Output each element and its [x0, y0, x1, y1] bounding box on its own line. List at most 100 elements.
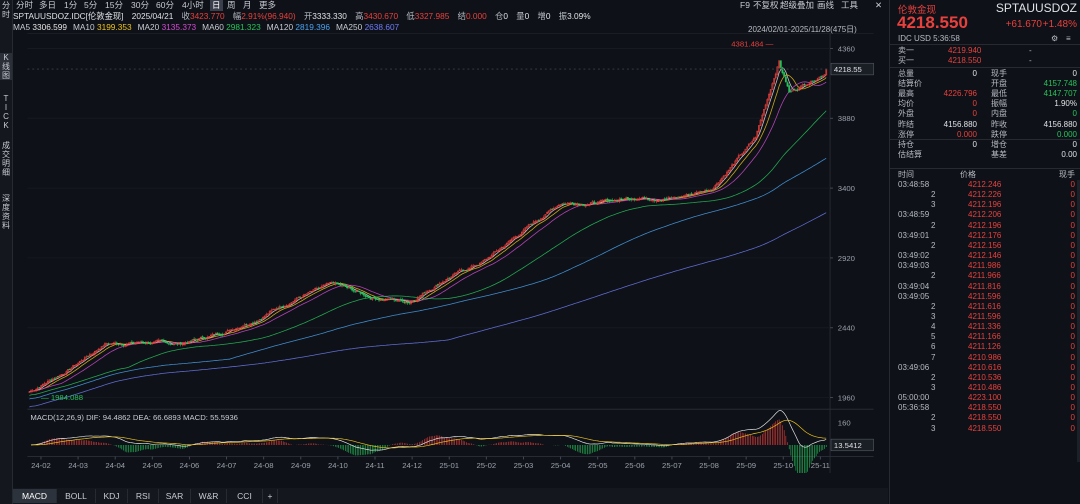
instrument-name: 伦敦金现 [898, 5, 937, 16]
chart-tool-4[interactable]: 工具 [841, 0, 859, 10]
period-5[interactable]: 30分 [131, 0, 149, 10]
indicator-tab-2[interactable]: KDJ [96, 489, 128, 503]
candle-body [818, 76, 821, 79]
candle [697, 191, 700, 194]
candle-body [231, 329, 234, 331]
candle-body [51, 378, 54, 381]
candle [88, 352, 91, 359]
tick-time: 03:48:58 [898, 180, 930, 189]
candle-body [747, 144, 750, 147]
panel-divider [890, 168, 1080, 169]
candle-body [203, 337, 206, 339]
candle-body [739, 154, 742, 156]
candle-body [258, 319, 261, 321]
candle-body [329, 281, 332, 284]
candle [515, 236, 518, 239]
stat-value: 4156.880 [1043, 119, 1077, 129]
candle-body [43, 383, 46, 385]
candle [324, 283, 327, 287]
chart-tool-1[interactable]: 不复权 [753, 0, 779, 10]
settings-icon[interactable]: ⚙ [1051, 34, 1059, 43]
candle [134, 342, 137, 345]
candle [520, 231, 523, 237]
side-tab-3[interactable]: 成交明细 [2, 141, 10, 177]
period-7[interactable]: 4小时 [182, 0, 204, 10]
candle-body [465, 270, 468, 272]
period-3[interactable]: 5分 [84, 0, 98, 10]
candle [763, 109, 765, 116]
candle [325, 282, 328, 286]
candle-body [314, 288, 317, 290]
candle-body [218, 334, 221, 336]
candle-body [579, 204, 582, 206]
chart-tool-0[interactable]: F9 [740, 0, 750, 10]
indicator-tab-1[interactable]: BOLL [57, 489, 96, 503]
close-icon[interactable]: ✕ [875, 0, 883, 10]
period-1[interactable]: 多日 [39, 0, 57, 10]
candle-body [146, 342, 148, 345]
candle-body [653, 199, 656, 202]
candle [252, 321, 254, 324]
ma-label-2: MA20 [137, 22, 162, 32]
side-tab-4[interactable]: 深度资料 [2, 194, 10, 230]
candle-body [433, 287, 436, 291]
candle-body [673, 197, 676, 199]
candle [146, 340, 148, 345]
tick-time: 03:49:01 [898, 230, 930, 240]
candle [636, 197, 639, 201]
candle-body [309, 291, 312, 293]
indicator-tab-3[interactable]: RSI [128, 489, 159, 503]
candle [473, 264, 476, 267]
kline-chart[interactable]: 4360 3880 3400 2920 2440 1960 4381.484 — — 1984… [13, 33, 888, 473]
ma-label-5: MA250 [335, 22, 365, 32]
indicator-tab-4[interactable]: SAR [159, 489, 191, 503]
period-10[interactable]: 月 [243, 0, 252, 10]
candle-body [430, 289, 433, 292]
period-8[interactable]: 日 [210, 0, 223, 11]
menu-icon[interactable]: ≡ [1066, 34, 1071, 43]
candle-body [677, 196, 680, 199]
candle [228, 329, 231, 333]
stat-label: 增仓 [991, 139, 1007, 149]
indicator-tab-0[interactable]: MACD [13, 489, 57, 503]
period-9[interactable]: 周 [227, 0, 236, 10]
period-2[interactable]: 1分 [64, 0, 78, 10]
period-4[interactable]: 15分 [105, 0, 123, 10]
candle-body [679, 196, 681, 198]
candle [789, 89, 792, 93]
candle-body [283, 306, 286, 308]
indicator-tab-7[interactable]: + [263, 489, 278, 503]
candle [668, 196, 671, 199]
candle [783, 71, 786, 78]
panel-scrollbar[interactable] [1077, 180, 1080, 462]
side-tab-0[interactable]: 分时 [2, 1, 10, 19]
indicator-tab-5[interactable]: W&R [191, 489, 227, 503]
period-6[interactable]: 60分 [156, 0, 174, 10]
candle-body [332, 282, 335, 284]
candle [344, 283, 347, 287]
candle [290, 302, 293, 304]
candle [573, 202, 575, 206]
candle-body [657, 200, 660, 202]
period-0[interactable]: 分时 [16, 0, 34, 10]
low-label: 低 [406, 11, 415, 21]
indicator-tab-6[interactable]: CCI [227, 489, 263, 503]
candle [43, 381, 46, 387]
candle-body [294, 299, 296, 303]
period-11[interactable]: 更多 [259, 0, 277, 10]
tick-time: 5 [931, 332, 936, 342]
candle [137, 341, 140, 344]
candle [821, 74, 824, 79]
chart-tool-2[interactable]: 超级叠加 [780, 0, 815, 10]
candle [369, 295, 372, 300]
candle-body [356, 290, 359, 293]
chart-tool-3[interactable]: 画线 [817, 0, 835, 10]
candle-body [46, 381, 49, 383]
stats-row: 持仓 0 增仓 0 [890, 140, 1080, 150]
candle-body [28, 391, 31, 393]
candle [504, 243, 507, 249]
stats-row: 涨停 0.000 跌停 0.000 [890, 130, 1080, 140]
stat-value: 0 [972, 99, 977, 109]
